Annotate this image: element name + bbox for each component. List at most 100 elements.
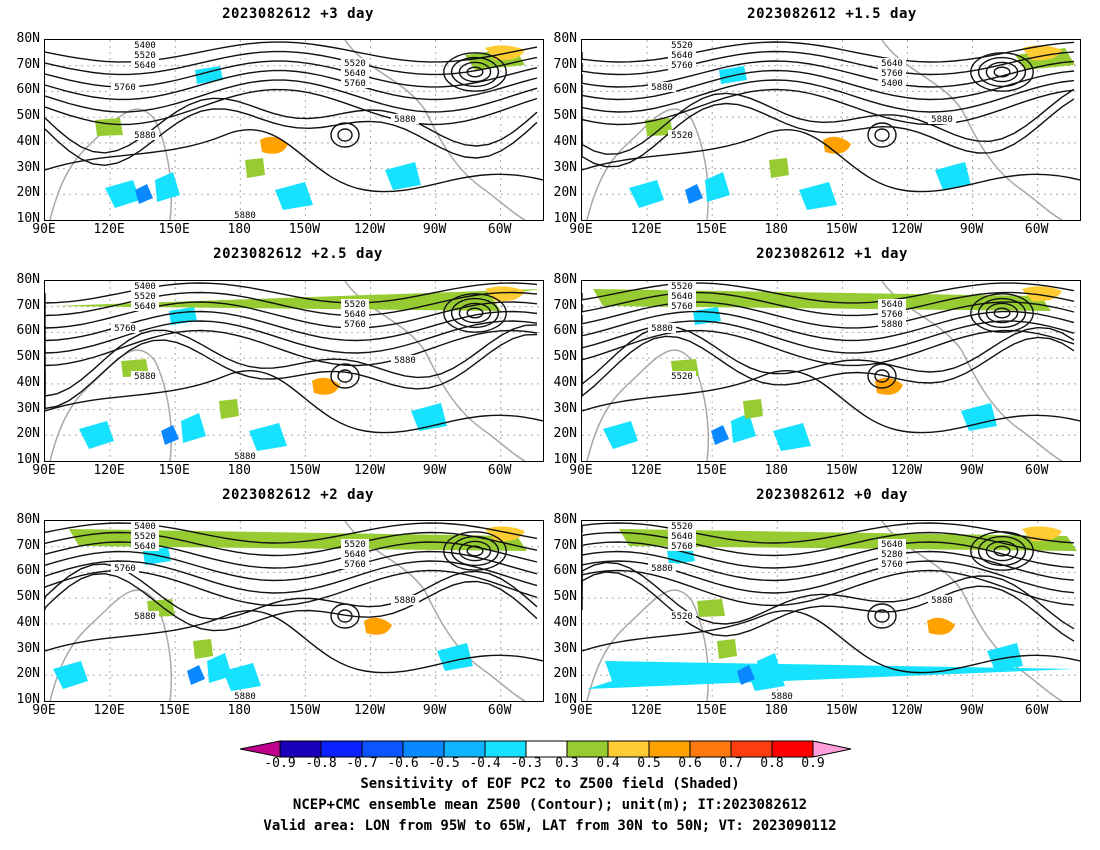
closed-low-contour [450,535,500,567]
lon-tick-label: 120W [890,703,923,718]
contour-label: 5520 [344,300,366,310]
lon-tick-label: 90E [569,222,593,237]
contour-label-bg [668,40,696,50]
closed-low-contour [970,52,1034,92]
closed-low-contour [443,531,507,571]
lat-tick-label: 80N [16,272,40,287]
contour-label: 5640 [881,300,903,310]
contour-label-bg [648,323,676,333]
z500-contour-5880 [582,610,1080,674]
contour-label: 5880 [771,692,793,701]
lon-tick-label: 90E [569,703,593,718]
z500-contour [582,522,1075,544]
colorbar-segment [730,740,773,758]
lon-tick-label: 180 [227,703,252,718]
closed-low-contour [985,540,1019,562]
colorbar-tick-label: 0.5 [637,756,661,771]
lat-tick-label: 20N [16,666,40,682]
z500-contour [582,541,1075,569]
contour-label-bg [668,521,696,531]
contour-label-bg [111,82,139,92]
contour-label: 5760 [671,61,693,71]
lat-tick-label: 10N [16,452,40,467]
z500-contour-5880 [582,129,1080,193]
closed-high-contour [867,603,897,629]
lat-tick-label: 60N [16,323,40,339]
z500-contour [582,550,1075,582]
contour-label: 5640 [881,540,903,550]
contour-label: 5640 [344,550,366,560]
lat-tick-label: 40N [553,374,577,390]
lat-tick-label: 40N [553,133,577,149]
strong-positive-sensitivity-area [312,377,340,395]
closed-high-contour [330,122,360,148]
lat-tick-label: 80N [553,272,577,287]
contour-label: 5520 [344,59,366,69]
negative-sensitivity-area [603,421,638,449]
z500-contour [582,531,1075,557]
lon-tick-label: 150E [158,463,190,478]
z500-contour [45,572,538,632]
colorbar-segment [443,740,486,758]
z500-contour-5880 [45,610,543,674]
contour-label-bg [111,563,139,573]
z500-contour [45,569,538,607]
negative-sensitivity-area [987,643,1023,671]
contour-label: 5880 [931,115,953,125]
map-panel-1: 5400 5520 5640 5760 5880 5520 5640 5760 5880 5880 [44,39,544,221]
lon-tick-label: 150W [288,463,321,478]
contour-label: 5520 [344,540,366,550]
contour-label: 5520 [671,522,693,532]
contour-label: 5520 [671,612,693,622]
contour-label-bg [391,114,419,124]
contour-label-bg [878,549,906,559]
lat-tick-label: 10N [16,692,40,707]
positive-sensitivity-area [219,399,239,419]
z500-contour [582,571,1075,642]
closed-low-contour [466,545,484,557]
contour-label: 5640 [134,302,156,312]
contour-label-bg [878,78,906,88]
contour-label-bg [668,541,696,551]
z500-contour [45,320,538,354]
panel-title-3: 2023082612 +2.5 day [213,246,383,262]
lat-tick-label: 60N [553,563,577,579]
closed-low-contour [458,61,492,83]
panel-title-6: 2023082612 +0 day [756,487,908,503]
z500-contour [582,79,1075,113]
lon-tick-label: 60W [1024,703,1049,718]
negative-sensitivity-area [629,180,664,208]
z500-contour [45,333,538,410]
strong-negative-sensitivity-area [135,184,153,204]
lon-tick-label: 60W [487,703,512,718]
z500-contour [45,50,538,76]
lon-tick-label: 150E [695,463,727,478]
lon-tick-label: 120W [890,463,923,478]
closed-low-contour [993,66,1011,78]
contour-label: 5400 [134,522,156,532]
z500-contour [582,301,1075,329]
contour-label: 5640 [344,310,366,320]
contour-label-bg [131,281,159,291]
lon-tick-label: 150W [825,222,858,237]
contour-label: 5280 [881,550,903,560]
lon-tick-label: 120E [93,703,125,718]
z500-contour [45,108,538,167]
z500-contour [582,50,1075,76]
lat-tick-label: 60N [16,82,40,98]
closed-low-contour [977,56,1027,88]
lon-tick-label: 60W [1024,222,1049,237]
lat-tick-label: 10N [553,692,577,707]
closed-low-contour [443,52,507,92]
lon-tick-label: 90E [32,703,56,718]
contour-label: 5640 [881,59,903,69]
closed-low-contour [458,540,492,562]
contour-label-bg [768,691,796,701]
closed-low-contour [970,293,1034,333]
lat-tick-label: 80N [553,512,577,527]
closed-low-contour [985,302,1019,324]
contour-label-bg [231,451,259,461]
lat-tick-label: 40N [16,614,40,630]
contour-label: 5760 [671,302,693,312]
